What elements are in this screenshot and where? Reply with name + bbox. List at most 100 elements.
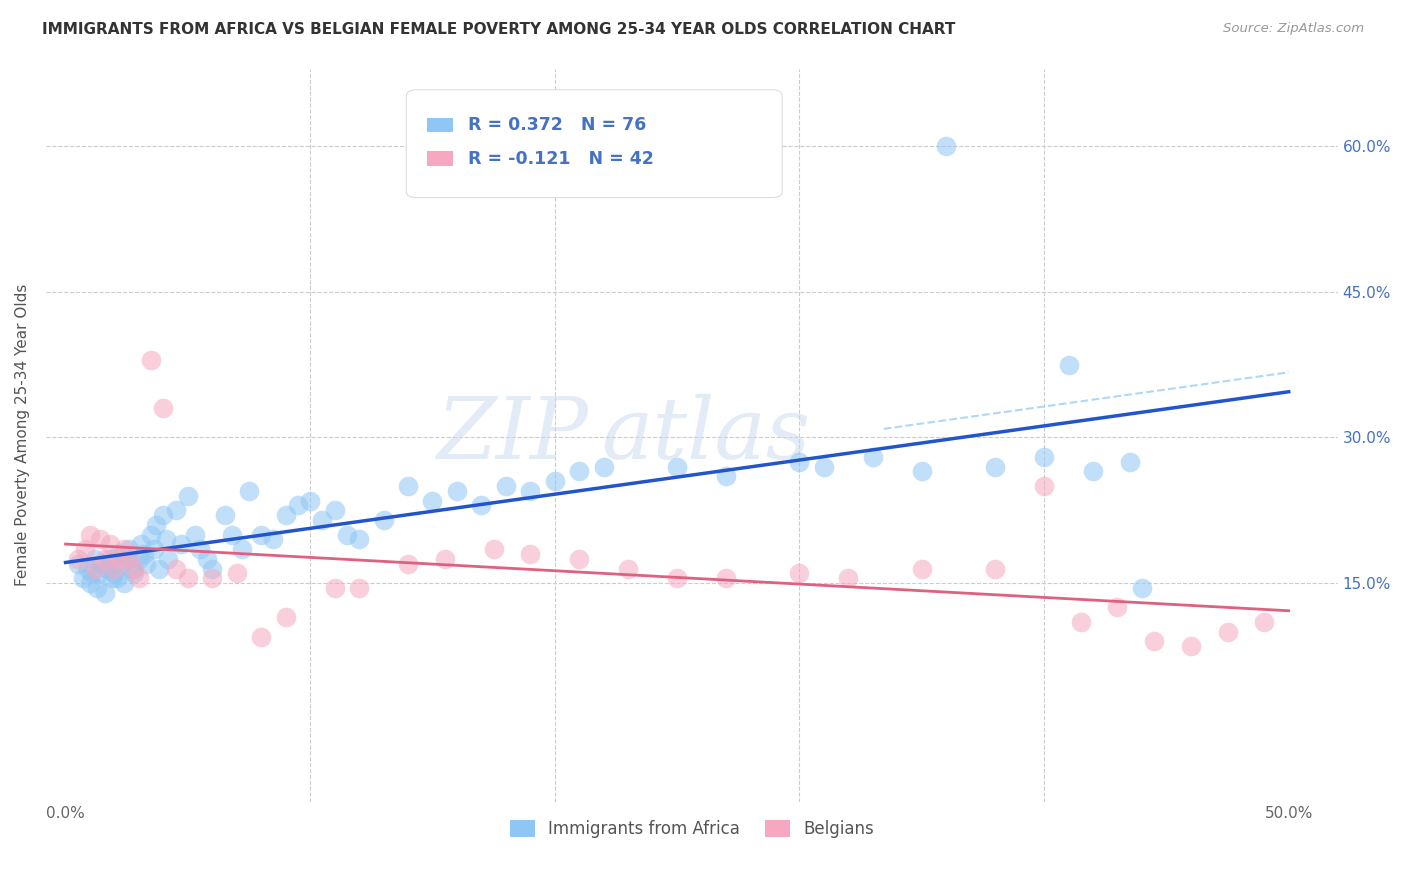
Point [214,508,236,523]
Point [519,547,541,561]
Point [984,459,1007,474]
Point [66,557,89,571]
Point [89,533,111,547]
Point [714,469,737,483]
Point [1130,581,1153,595]
Point [323,581,346,595]
Point [1057,358,1080,372]
Point [122,566,145,581]
Point [188,542,211,557]
Point [201,561,224,575]
Point [91,557,114,571]
Point [221,527,243,541]
Point [250,630,273,644]
Point [93,586,115,600]
Point [311,513,333,527]
Text: R = 0.372   N = 76: R = 0.372 N = 76 [468,116,647,134]
Point [152,508,174,523]
Point [152,401,174,416]
Point [108,552,131,566]
Point [111,557,134,571]
Text: R = -0.121   N = 42: R = -0.121 N = 42 [468,150,654,168]
Point [287,499,309,513]
Point [568,552,591,566]
Point [83,552,105,566]
Point [155,533,177,547]
Point [148,561,170,575]
Bar [427,118,453,132]
Point [911,465,934,479]
Point [813,459,835,474]
Point [1033,479,1056,493]
Point [108,547,131,561]
Point [132,547,155,561]
Text: Source: ZipAtlas.com: Source: ZipAtlas.com [1223,22,1364,36]
Point [347,533,370,547]
Point [118,552,141,566]
Point [76,561,98,575]
Point [323,503,346,517]
Point [238,483,260,498]
Point [103,566,125,581]
Point [177,489,200,503]
Point [101,571,124,585]
Point [592,459,614,474]
Point [1081,465,1104,479]
Point [1107,600,1129,615]
Point [862,450,884,464]
Point [118,542,141,557]
Point [165,561,187,575]
Point [165,503,187,517]
Point [396,479,419,493]
Point [75,542,97,557]
Point [86,581,108,595]
Point [72,571,94,585]
Point [93,552,115,566]
Point [231,542,253,557]
Text: ZIP: ZIP [437,393,589,476]
Point [250,527,273,541]
Point [837,571,859,585]
Point [135,557,157,571]
Point [1143,634,1166,648]
Point [96,561,118,575]
Point [89,566,111,581]
Point [141,352,163,367]
Point [82,566,104,581]
Point [145,517,167,532]
Point [544,474,567,488]
Point [115,552,138,566]
Point [1118,455,1140,469]
Point [714,571,737,585]
Point [131,537,153,551]
FancyBboxPatch shape [406,90,782,197]
Point [122,561,145,575]
Point [1253,615,1275,629]
Point [789,566,811,581]
Point [299,493,322,508]
Point [142,542,165,557]
Point [184,527,207,541]
Legend: Immigrants from Africa, Belgians: Immigrants from Africa, Belgians [503,813,880,845]
Point [666,571,689,585]
Point [83,561,105,575]
Point [98,537,121,551]
Point [177,571,200,585]
Point [495,479,517,493]
Point [79,576,101,591]
Point [79,527,101,541]
Point [141,527,163,541]
Point [197,552,219,566]
Point [482,542,505,557]
Point [347,581,370,595]
Point [157,552,180,566]
Point [112,576,135,591]
Point [103,561,125,575]
Point [274,508,297,523]
Point [66,552,89,566]
Point [112,542,135,557]
Text: atlas: atlas [602,393,810,476]
Point [98,552,121,566]
Point [446,483,468,498]
Point [984,561,1007,575]
